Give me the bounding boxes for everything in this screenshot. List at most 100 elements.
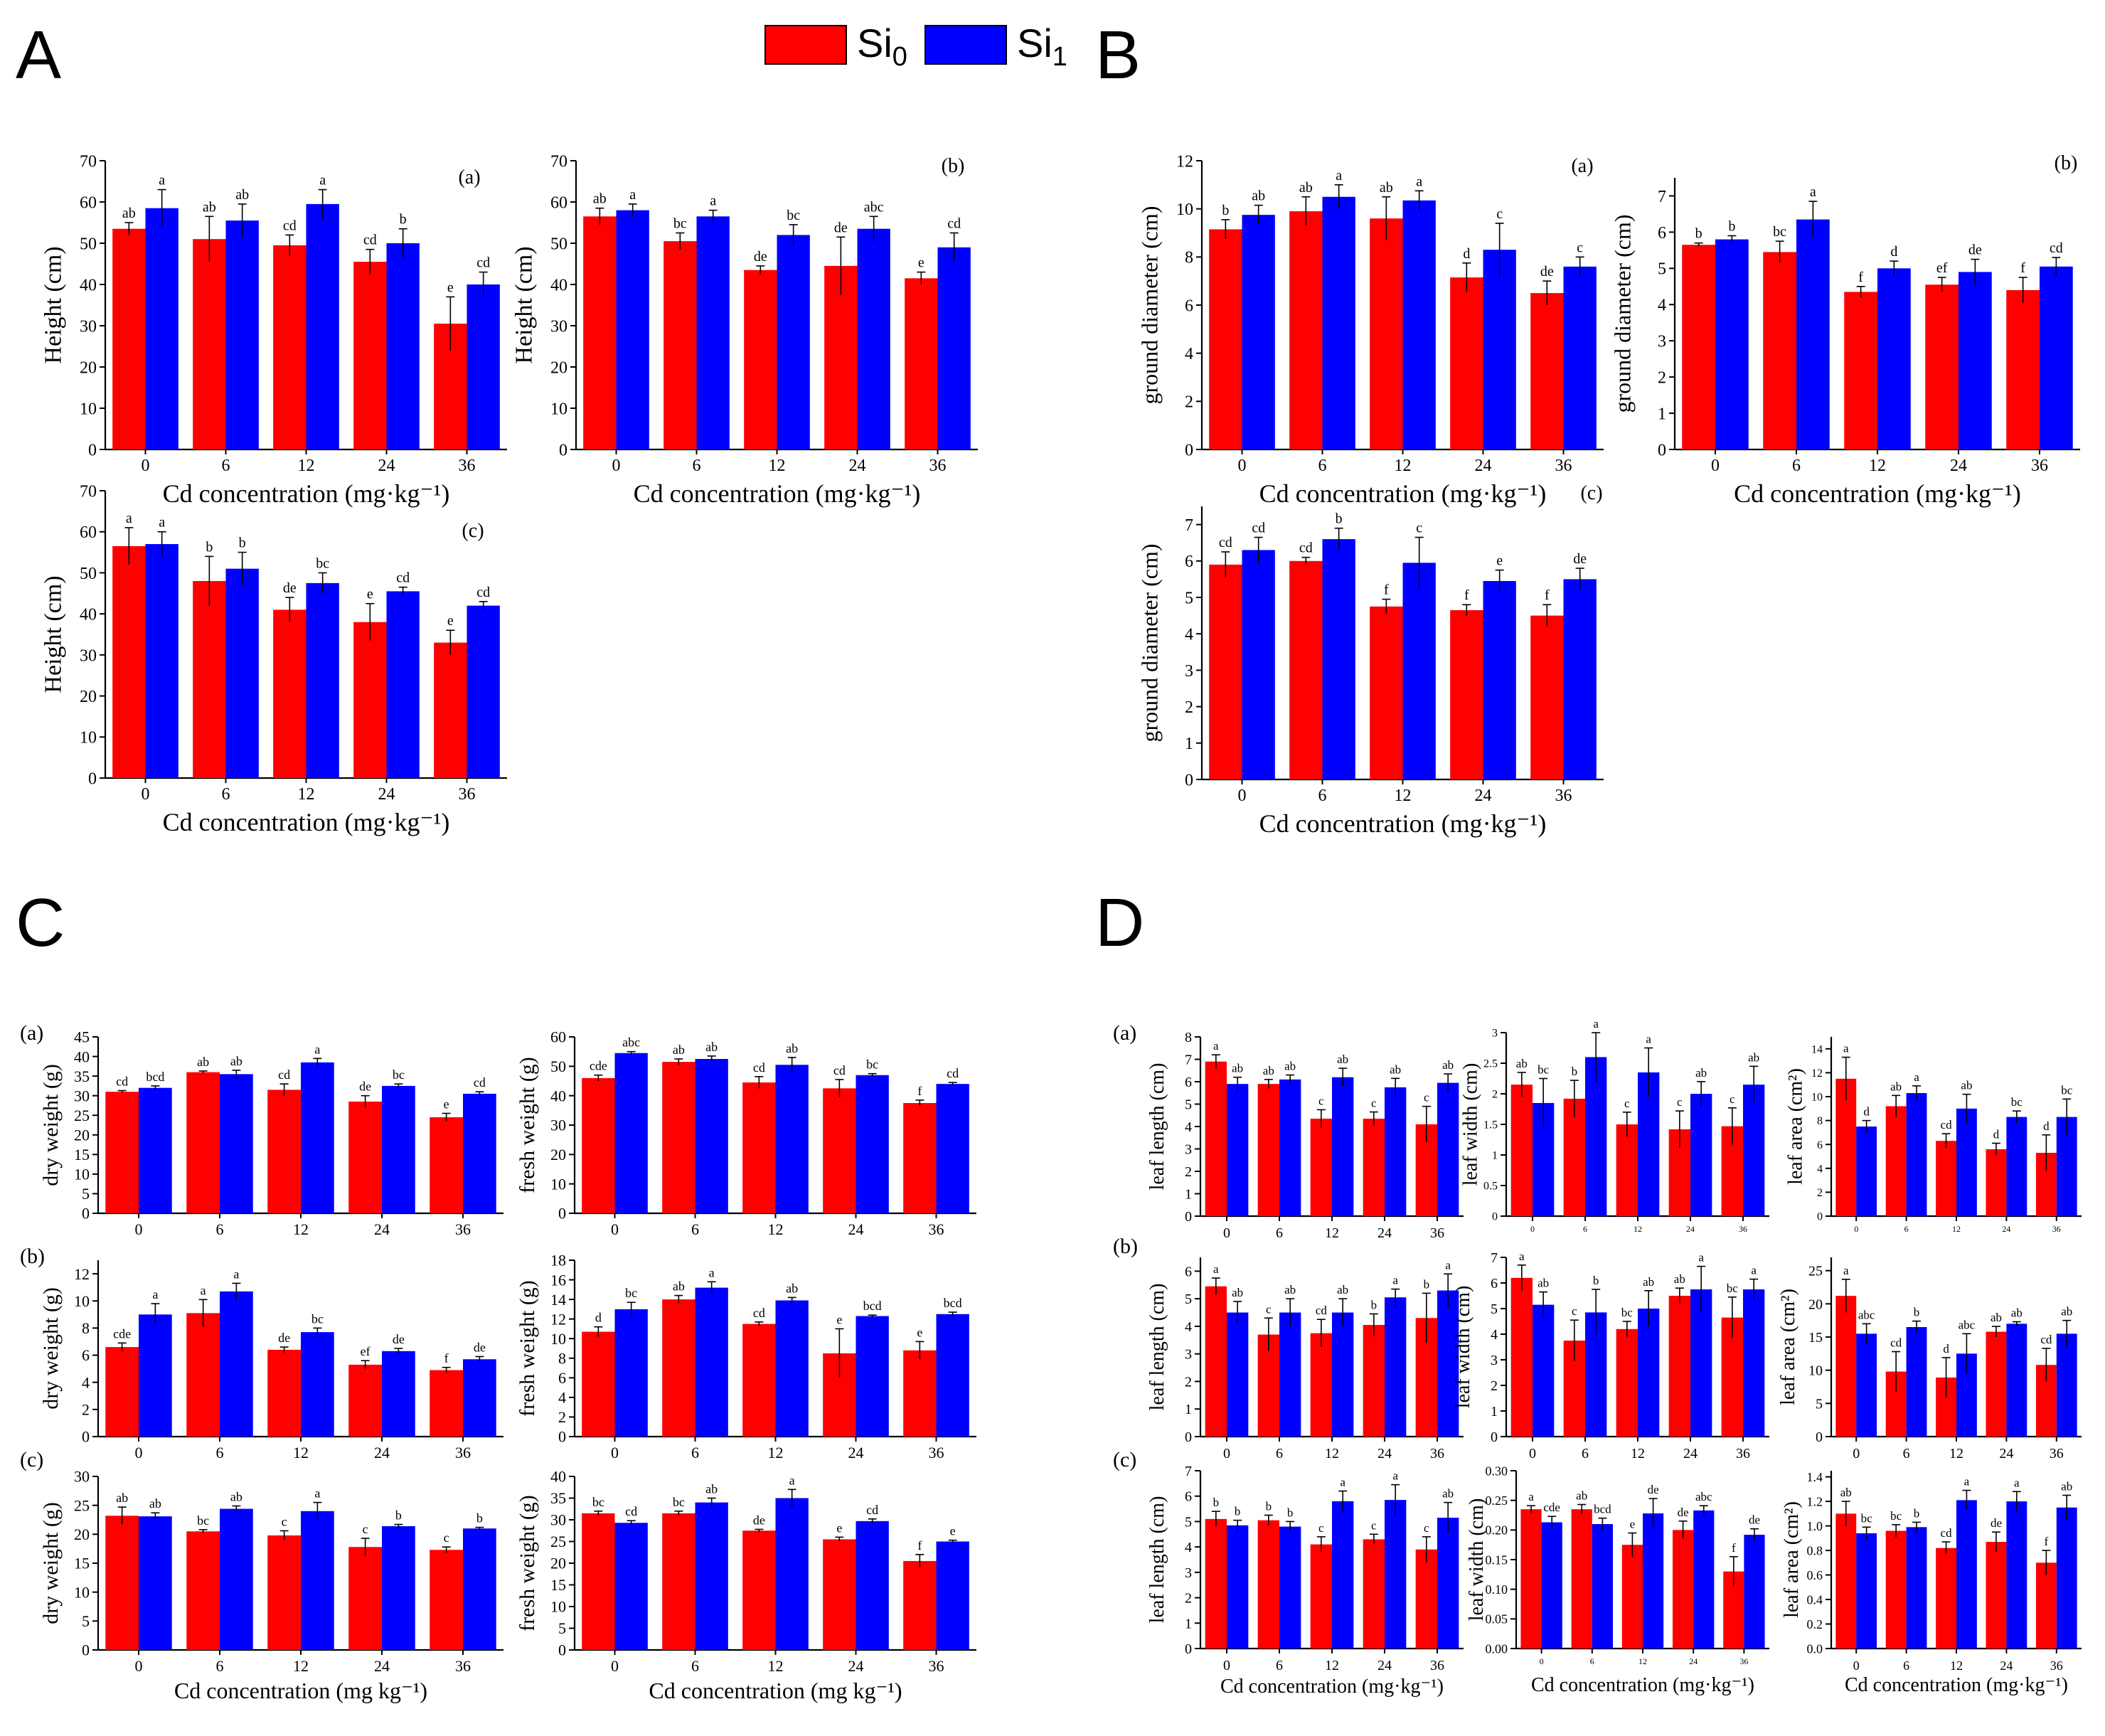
- y-tick-label: 7: [1658, 188, 1666, 206]
- bar-si0-12: [744, 270, 777, 449]
- significance-letter: bc: [592, 1495, 604, 1509]
- x-tick-label: 12: [1325, 1225, 1339, 1241]
- bar-si1-0: [1227, 1084, 1249, 1216]
- significance-letter: e: [836, 1312, 842, 1326]
- bar-si0-12: [742, 1324, 776, 1437]
- x-tick-label: 12: [769, 457, 786, 475]
- y-tick-label: 70: [80, 152, 97, 171]
- bar-si1-6: [695, 1287, 728, 1437]
- significance-letter: bcd: [1594, 1503, 1611, 1516]
- y-tick-label: 2: [1185, 1374, 1192, 1390]
- x-tick-label: 36: [929, 1444, 944, 1461]
- y-tick-label: 3: [1185, 1347, 1192, 1363]
- significance-letter: ef: [1936, 260, 1948, 276]
- x-tick-label: 36: [459, 785, 476, 804]
- significance-letter: ab: [593, 191, 607, 207]
- y-axis-label: leaf area (cm²): [1784, 1068, 1806, 1185]
- y-tick-label: 10: [80, 729, 97, 747]
- bar-si0-0: [1209, 564, 1242, 779]
- bar-si1-6: [220, 1508, 253, 1650]
- significance-letter: ab: [786, 1041, 798, 1055]
- bar-si0-24: [1986, 1149, 2007, 1216]
- x-axis-label: Cd concentration (mg·kg⁻¹): [1845, 1674, 2068, 1696]
- significance-letter: a: [1213, 1262, 1219, 1276]
- bar-si0-36: [2035, 1562, 2057, 1649]
- chart-C-b-fresh: 024681012141618dbc0aba6cdab12ebcd24ebcd3…: [516, 1252, 976, 1461]
- significance-letter: c: [1416, 521, 1422, 536]
- x-tick-label: 36: [1555, 787, 1572, 805]
- bar-si0-6: [193, 239, 226, 449]
- bar-si0-24: [1363, 1324, 1385, 1437]
- y-tick-label: 2: [1491, 1378, 1498, 1394]
- y-tick-label: 2: [1185, 698, 1193, 717]
- significance-letter: a: [1416, 174, 1422, 189]
- x-tick-label: 36: [1430, 1225, 1444, 1241]
- x-tick-label: 6: [1318, 457, 1327, 475]
- x-tick-label: 0: [1853, 1446, 1860, 1461]
- bar-si1-36: [1743, 1289, 1765, 1437]
- significance-letter: ab: [1674, 1272, 1685, 1286]
- chart-A-b: 0 10 20 30 40 50 60 70 ab a 0 bc a 6 de bc 12 de abc 24 e cd 3…: [511, 152, 978, 508]
- x-axis-label: Cd concentration (mg·kg⁻¹): [1734, 479, 2021, 508]
- bar-si0-36: [430, 1370, 463, 1437]
- x-tick-label: 12: [768, 1220, 784, 1238]
- bar-si1-0: [616, 210, 649, 449]
- significance-letter: ab: [230, 1054, 243, 1068]
- y-tick-label: 5: [1185, 1514, 1192, 1530]
- significance-letter: cd: [396, 570, 410, 586]
- bar-si0-0: [1510, 1085, 1533, 1216]
- x-tick-label: 36: [455, 1444, 471, 1461]
- significance-letter: c: [1318, 1521, 1324, 1535]
- y-tick-label: 60: [550, 1028, 566, 1046]
- panel-label-b: B: [1095, 17, 1141, 93]
- x-tick-label: 12: [1869, 457, 1886, 475]
- y-axis-label: leaf length (cm): [1146, 1496, 1168, 1624]
- significance-letter: b: [1424, 1277, 1430, 1291]
- chart-sublabel: (b): [2055, 152, 2078, 174]
- y-tick-label: 5: [1185, 1097, 1192, 1113]
- bar-si1-12: [775, 1300, 809, 1437]
- significance-letter: a: [1213, 1039, 1219, 1053]
- significance-letter: ab: [1748, 1050, 1759, 1064]
- bar-si0-12: [267, 1090, 301, 1213]
- y-tick-label: 6: [82, 1346, 90, 1364]
- bar-si1-0: [1715, 239, 1749, 449]
- significance-letter: a: [1445, 1258, 1451, 1272]
- significance-letter: de: [474, 1340, 486, 1354]
- x-tick-label: 24: [1999, 1446, 2013, 1461]
- bar-si1-24: [1385, 1500, 1407, 1649]
- y-tick-label: 30: [74, 1468, 90, 1486]
- chart-sublabel: (c): [462, 520, 484, 542]
- x-tick-label: 36: [929, 457, 947, 475]
- y-tick-label: 15: [1808, 1330, 1823, 1346]
- significance-letter: cd: [363, 233, 377, 248]
- bar-si0-36: [903, 1350, 937, 1437]
- bar-si1-6: [695, 1059, 728, 1213]
- legend-swatch-si1: [924, 25, 1007, 65]
- x-tick-label: 0: [1238, 787, 1247, 805]
- y-tick-label: 1: [1185, 735, 1193, 753]
- panel-label-a: A: [16, 17, 62, 93]
- significance-letter: de: [1749, 1513, 1760, 1527]
- bar-si0-12: [273, 245, 307, 449]
- significance-letter: b: [1914, 1306, 1920, 1319]
- significance-letter: c: [1624, 1097, 1630, 1110]
- y-tick-label: 0: [82, 1428, 90, 1446]
- significance-letter: bcd: [944, 1296, 962, 1310]
- bar-si0-0: [1209, 229, 1242, 449]
- bar-si1-24: [857, 228, 890, 449]
- y-tick-label: 0: [82, 1205, 90, 1223]
- y-tick-label: 0.20: [1486, 1523, 1508, 1538]
- significance-letter: a: [1392, 1469, 1398, 1483]
- x-tick-label: 24: [2000, 1658, 2013, 1673]
- x-tick-label: 24: [1950, 457, 1967, 475]
- y-tick-label: 50: [550, 235, 567, 253]
- bar-si0-24: [1986, 1542, 2007, 1649]
- chart-sublabel: (a): [1571, 155, 1593, 177]
- bar-si0-0: [582, 1077, 615, 1213]
- x-tick-label: 6: [691, 1444, 699, 1461]
- y-tick-label: 30: [74, 1087, 90, 1104]
- bar-si1-6: [1279, 1312, 1301, 1437]
- significance-letter: ab: [1516, 1057, 1528, 1070]
